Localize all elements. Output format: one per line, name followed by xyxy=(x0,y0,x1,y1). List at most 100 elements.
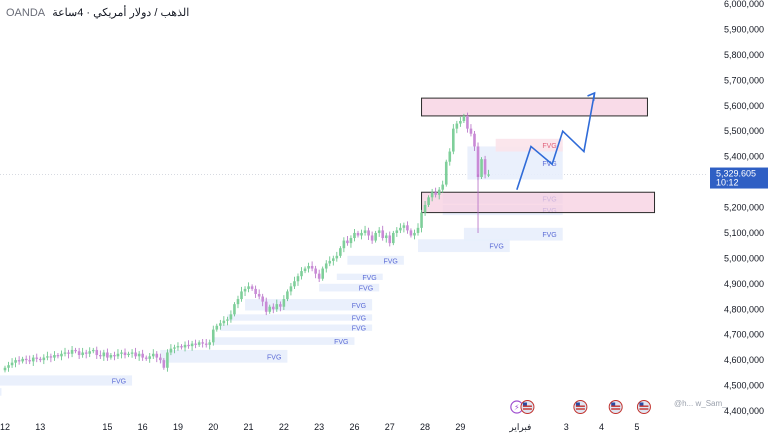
candle-body[interactable] xyxy=(91,349,95,352)
candle-body[interactable] xyxy=(437,189,441,195)
candle-body[interactable] xyxy=(197,342,201,345)
candle-body[interactable] xyxy=(367,230,370,236)
candle-body[interactable] xyxy=(31,357,35,362)
candle-body[interactable] xyxy=(120,352,123,354)
candle-body[interactable] xyxy=(190,343,194,347)
candle-body[interactable] xyxy=(388,235,392,244)
candle-body[interactable] xyxy=(279,304,282,307)
candle-body[interactable] xyxy=(99,355,102,357)
candle-body[interactable] xyxy=(420,212,423,228)
candle-body[interactable] xyxy=(173,347,176,349)
candle-body[interactable] xyxy=(409,230,413,236)
candle-body[interactable] xyxy=(310,266,314,269)
candle-body[interactable] xyxy=(377,230,381,233)
candle-body[interactable] xyxy=(289,286,293,292)
candle-body[interactable] xyxy=(331,258,335,261)
candle-body[interactable] xyxy=(219,323,222,326)
candle-body[interactable] xyxy=(81,352,84,356)
candle-body[interactable] xyxy=(247,286,250,289)
candle-body[interactable] xyxy=(201,342,204,344)
candle-body[interactable] xyxy=(49,356,53,358)
candle-body[interactable] xyxy=(293,281,296,287)
price-axis[interactable] xyxy=(708,0,768,436)
candle-body[interactable] xyxy=(46,356,49,358)
candle-body[interactable] xyxy=(356,232,360,236)
candle-body[interactable] xyxy=(459,121,462,124)
candle-body[interactable] xyxy=(88,351,92,354)
candle-body[interactable] xyxy=(77,351,81,356)
candle-body[interactable] xyxy=(303,268,307,272)
candle-body[interactable] xyxy=(282,299,286,307)
candle-body[interactable] xyxy=(243,288,247,292)
candle-body[interactable] xyxy=(211,329,215,343)
candle-body[interactable] xyxy=(162,360,166,368)
candle-body[interactable] xyxy=(56,355,60,357)
candle-body[interactable] xyxy=(194,343,197,345)
candle-body[interactable] xyxy=(374,232,377,241)
candle-body[interactable] xyxy=(70,349,74,354)
candle-body[interactable] xyxy=(67,352,70,354)
candle-body[interactable] xyxy=(176,346,180,348)
candle-body[interactable] xyxy=(342,240,346,249)
candle-body[interactable] xyxy=(434,192,437,195)
candle-body[interactable] xyxy=(10,362,14,366)
candle-body[interactable] xyxy=(413,232,416,236)
candle-body[interactable] xyxy=(84,352,88,354)
candle-body[interactable] xyxy=(399,227,402,231)
candle-body[interactable] xyxy=(60,353,63,357)
candle-body[interactable] xyxy=(487,174,490,176)
candle-body[interactable] xyxy=(42,357,46,361)
candle-body[interactable] xyxy=(271,306,275,310)
candle-body[interactable] xyxy=(39,358,42,361)
candle-body[interactable] xyxy=(127,353,130,356)
candle-body[interactable] xyxy=(455,123,459,129)
candle-body[interactable] xyxy=(363,230,367,233)
candle-body[interactable] xyxy=(166,352,169,368)
candle-body[interactable] xyxy=(240,291,243,300)
candle-body[interactable] xyxy=(28,360,32,362)
candle-body[interactable] xyxy=(307,266,310,269)
candle-body[interactable] xyxy=(480,159,483,177)
candle-body[interactable] xyxy=(14,360,17,363)
candle-body[interactable] xyxy=(476,146,480,177)
candle-body[interactable] xyxy=(130,352,134,354)
candle-body[interactable] xyxy=(183,344,187,348)
demand-zone[interactable] xyxy=(421,191,656,214)
candle-body[interactable] xyxy=(452,128,455,152)
candle-body[interactable] xyxy=(95,349,99,356)
candle-body[interactable] xyxy=(222,320,226,324)
candle-body[interactable] xyxy=(275,304,279,310)
candle-body[interactable] xyxy=(384,235,388,239)
candle-body[interactable] xyxy=(134,352,137,357)
candle-body[interactable] xyxy=(427,197,430,205)
candle-body[interactable] xyxy=(261,296,264,302)
candle-body[interactable] xyxy=(335,255,339,259)
candle-body[interactable] xyxy=(187,344,190,347)
candle-body[interactable] xyxy=(381,230,385,239)
candle-body[interactable] xyxy=(296,276,300,282)
candle-body[interactable] xyxy=(233,304,236,315)
candle-body[interactable] xyxy=(109,355,113,358)
candle-body[interactable] xyxy=(74,349,77,352)
candle-body[interactable] xyxy=(151,353,155,357)
candle-body[interactable] xyxy=(483,159,487,175)
candle-body[interactable] xyxy=(204,343,208,345)
candle-body[interactable] xyxy=(353,232,356,239)
candle-body[interactable] xyxy=(268,306,272,312)
us-flag-icon[interactable] xyxy=(520,400,535,414)
candle-body[interactable] xyxy=(444,161,448,185)
candle-body[interactable] xyxy=(17,360,21,362)
candle-body[interactable] xyxy=(155,353,159,358)
candle-body[interactable] xyxy=(441,184,445,190)
us-flag-icon[interactable] xyxy=(573,400,588,414)
time-axis[interactable] xyxy=(0,418,768,436)
candle-body[interactable] xyxy=(300,271,303,277)
candle-body[interactable] xyxy=(448,151,452,162)
candle-body[interactable] xyxy=(229,314,233,320)
candle-body[interactable] xyxy=(360,232,363,236)
candle-body[interactable] xyxy=(314,268,317,274)
candle-body[interactable] xyxy=(402,225,406,228)
candle-body[interactable] xyxy=(106,352,109,358)
candle-body[interactable] xyxy=(339,248,342,256)
